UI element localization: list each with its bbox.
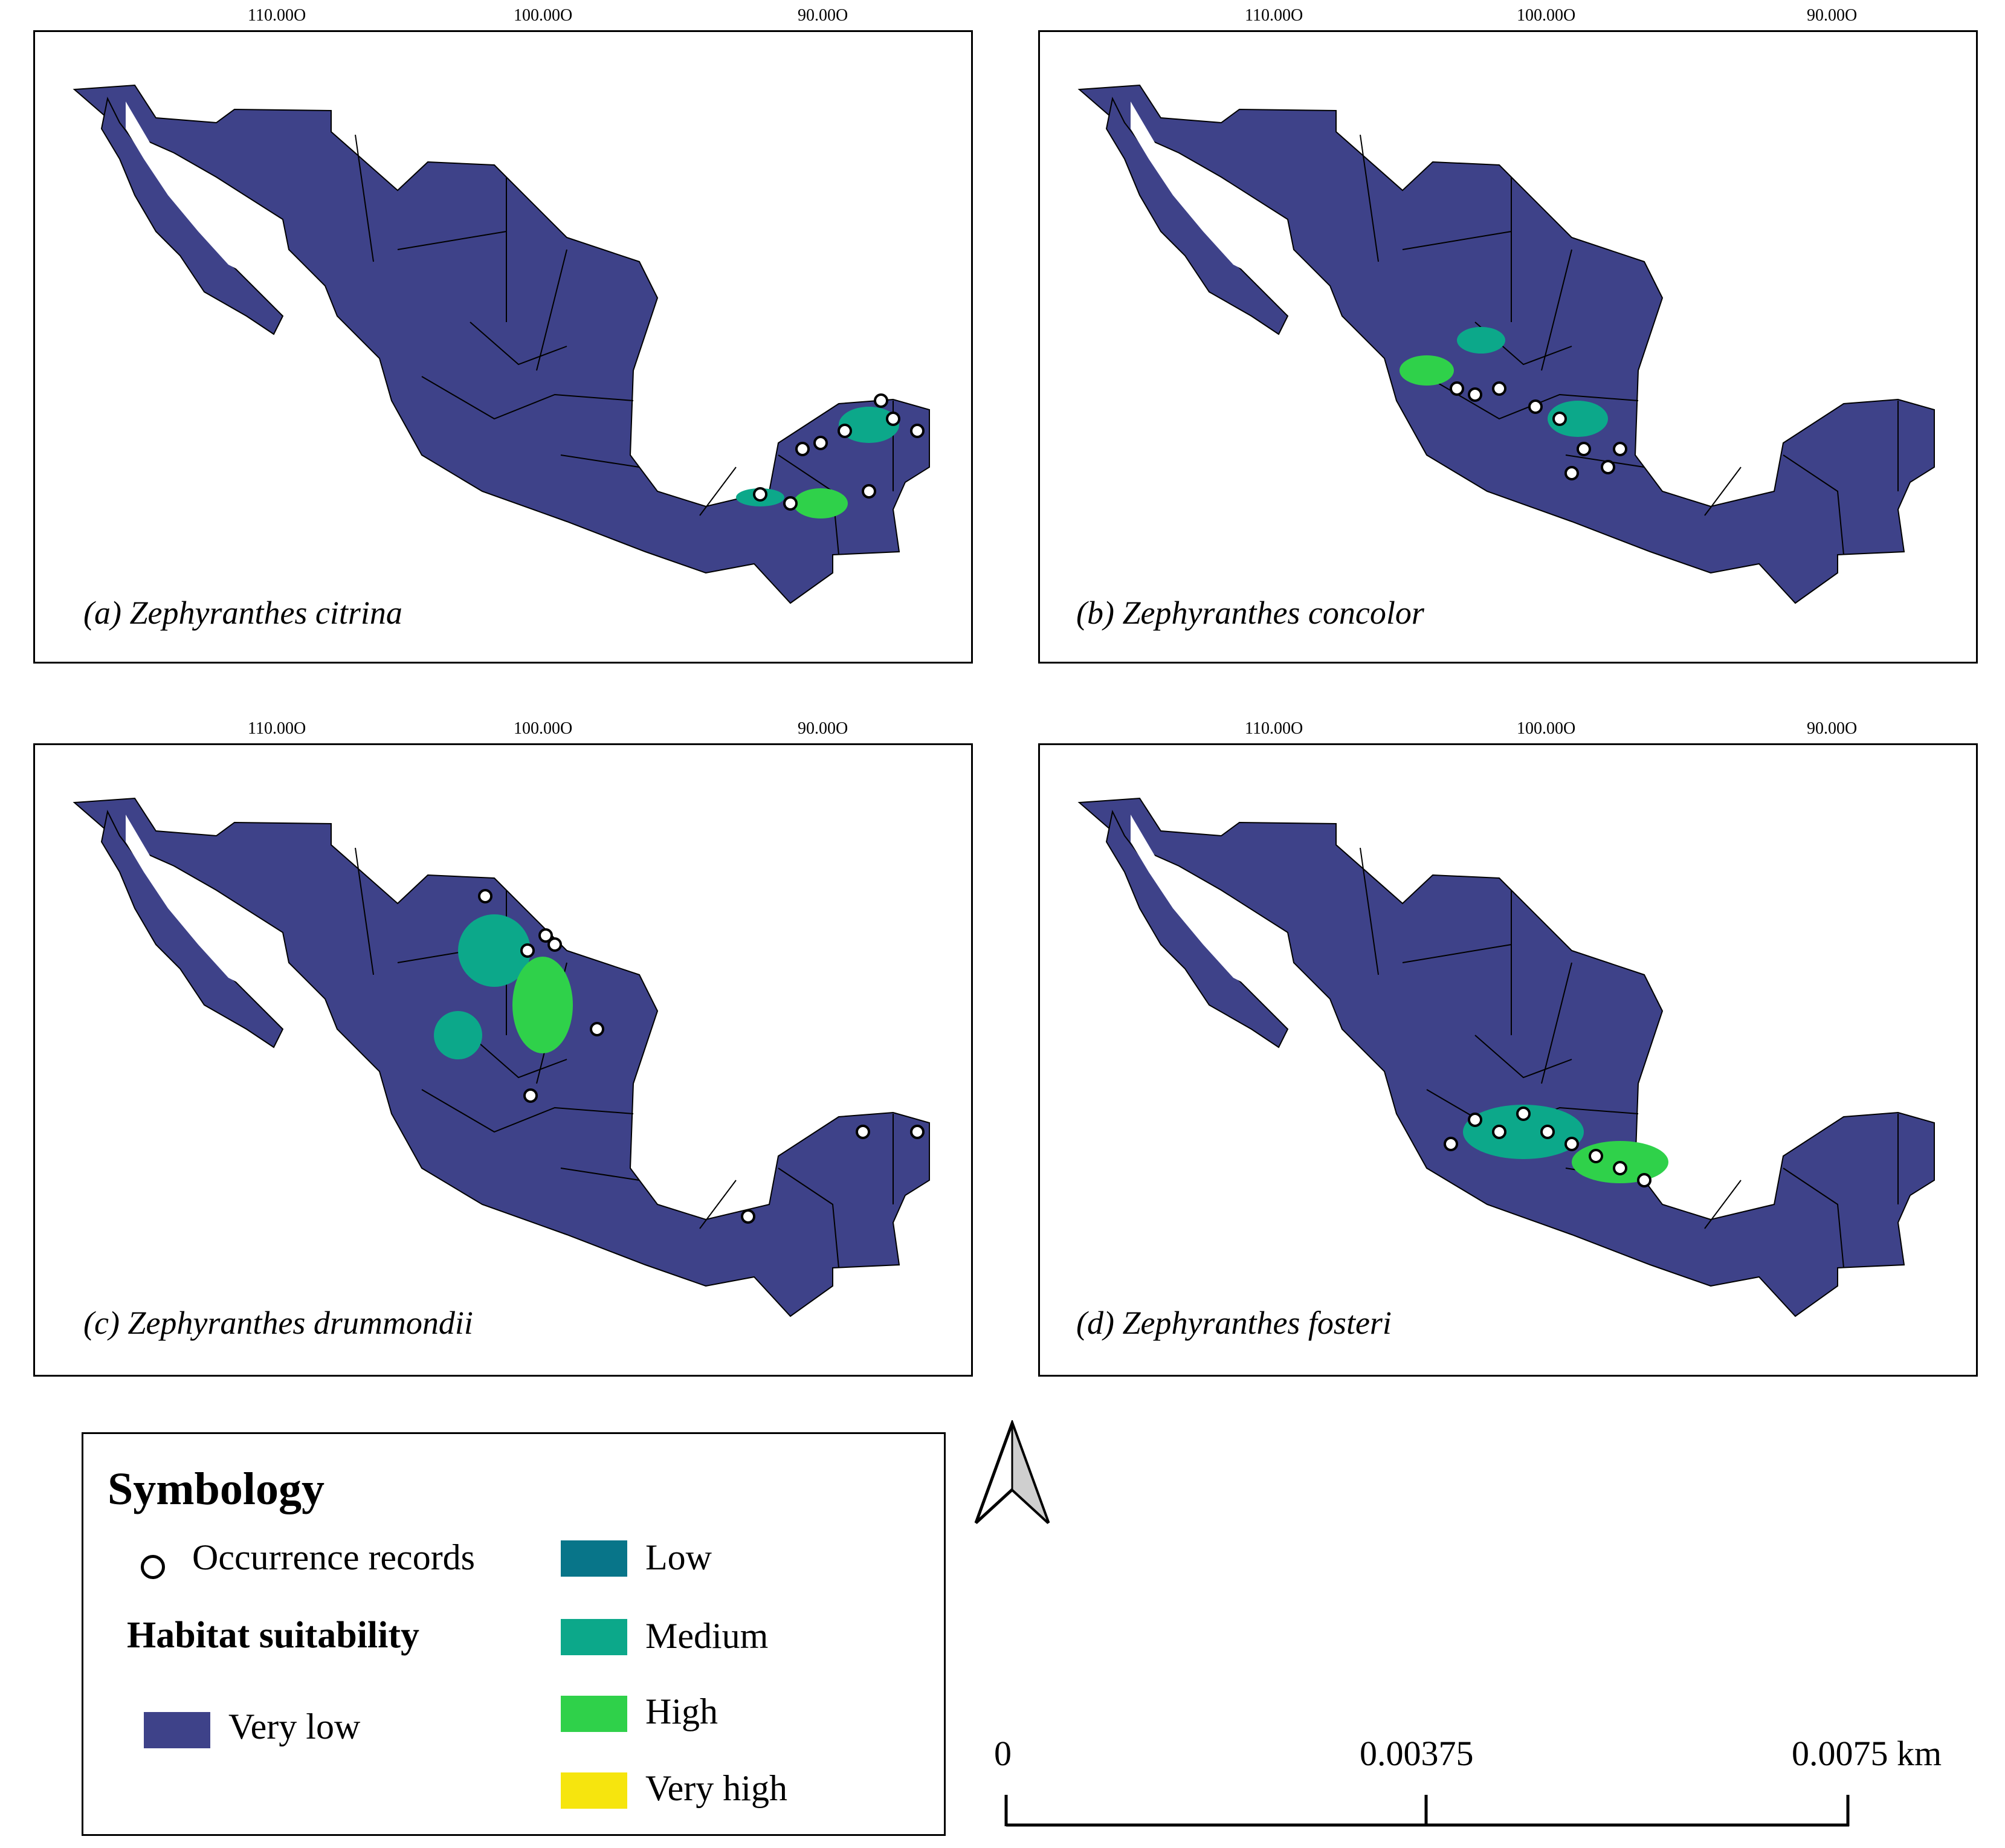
legend-label-medium: Medium: [645, 1616, 769, 1656]
north-arrow-icon: [974, 1420, 1050, 1524]
suitability-patches-a: [736, 407, 899, 519]
tick-a-top-1: 110.00O: [248, 6, 306, 25]
suitability-patches-c: [434, 914, 573, 1059]
swatch-very-high: [561, 1772, 627, 1809]
panel-title-a: (a) Zephyranthes citrina: [83, 595, 402, 631]
legend-box: Symbology Occurrence records Habitat sui…: [82, 1432, 946, 1836]
map-panel-b: (b) Zephyranthes concolor: [1038, 30, 1978, 664]
scale-label-mid: 0.00375: [1360, 1734, 1474, 1773]
tick-d-top-1: 110.00O: [1245, 719, 1303, 738]
swatch-medium: [561, 1619, 627, 1655]
scale-label-end: 0.0075 km: [1792, 1734, 1942, 1773]
map-d: [1079, 798, 1935, 1317]
tick-d-top-3: 90.00O: [1807, 719, 1858, 738]
panel-title-d: (d) Zephyranthes fosteri: [1076, 1305, 1392, 1341]
legend-label-very-low: Very low: [228, 1707, 361, 1746]
occurrence-symbol: [141, 1555, 165, 1579]
map-c: [74, 798, 930, 1317]
tick-b-top-1: 110.00O: [1245, 6, 1303, 25]
tick-a-top-3: 90.00O: [798, 6, 848, 25]
legend-occurrence-label: Occurrence records: [192, 1537, 476, 1577]
swatch-very-low: [144, 1712, 210, 1748]
scale-bar: [1004, 1795, 1850, 1827]
occurrence-points-b: [1450, 381, 1627, 480]
map-a: [74, 85, 930, 604]
map-panel-a: (a) Zephyranthes citrina: [33, 30, 973, 664]
legend-label-low: Low: [645, 1537, 712, 1577]
occurrence-points-d: [1444, 1107, 1651, 1187]
swatch-low: [561, 1540, 627, 1577]
tick-a-top-2: 100.00O: [514, 6, 573, 25]
map-b: [1079, 85, 1935, 604]
panel-title-c: (c) Zephyranthes drummondii: [83, 1305, 473, 1341]
legend-label-very-high: Very high: [645, 1768, 787, 1808]
tick-c-top-2: 100.00O: [514, 719, 573, 738]
tick-b-top-3: 90.00O: [1807, 6, 1858, 25]
occurrence-points-a: [753, 393, 925, 511]
tick-c-top-3: 90.00O: [798, 719, 848, 738]
map-panel-c: (c) Zephyranthes drummondii: [33, 743, 973, 1377]
legend-title: Symbology: [108, 1464, 324, 1514]
map-panel-d: (d) Zephyranthes fosteri: [1038, 743, 1978, 1377]
panel-title-b: (b) Zephyranthes concolor: [1076, 595, 1424, 631]
scale-label-0: 0: [994, 1734, 1012, 1773]
suitability-patches-b: [1400, 327, 1608, 437]
legend-label-high: High: [645, 1691, 718, 1731]
tick-b-top-2: 100.00O: [1517, 6, 1576, 25]
occurrence-points-c: [478, 889, 925, 1224]
tick-d-top-2: 100.00O: [1517, 719, 1576, 738]
legend-habitat-title: Habitat suitability: [127, 1615, 420, 1656]
swatch-high: [561, 1696, 627, 1732]
tick-c-top-1: 110.00O: [248, 719, 306, 738]
